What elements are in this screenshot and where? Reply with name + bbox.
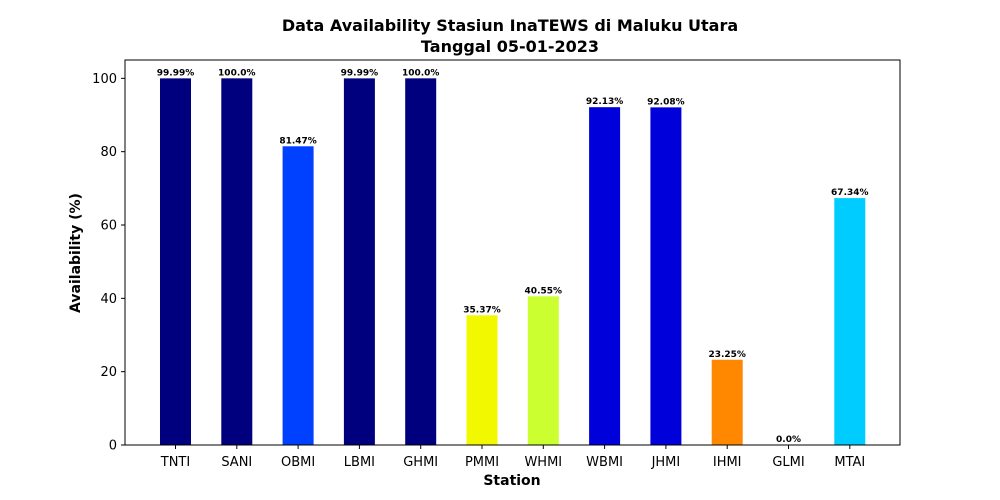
value-label-ihmi: 23.25%: [708, 350, 746, 360]
value-labels-group: 99.99% 100.0% 81.47% 99.99% 100.0% 35.37% 40.5…: [157, 68, 869, 445]
value-label-wbmi: 92.13%: [586, 97, 624, 107]
chart-title: Data Availability Stasiun InaTEWS di Mal…: [282, 16, 738, 35]
bars-group: [160, 78, 866, 446]
value-label-tnti: 99.99%: [157, 68, 195, 78]
x-tick-label-ihmi: IHMI: [713, 455, 742, 470]
value-label-jhmi: 92.08%: [647, 97, 685, 107]
y-tick-label-0: 0: [109, 439, 117, 454]
value-label-glmi: 0.0%: [776, 435, 801, 445]
x-tick-label-lbmi: LBMI: [344, 455, 375, 470]
bar-ihmi: [711, 359, 743, 445]
value-label-ghmi: 100.0%: [402, 68, 440, 78]
value-label-mtai: 67.34%: [831, 188, 869, 198]
y-tick-label-80: 80: [100, 145, 117, 160]
value-label-sani: 100.0%: [218, 68, 256, 78]
chart-subtitle: Tanggal 05-01-2023: [421, 37, 599, 56]
x-tick-label-ghmi: GHMI: [403, 455, 438, 470]
bar-whmi: [527, 296, 559, 445]
bar-jhmi: [650, 107, 682, 446]
y-tick-label-40: 40: [100, 292, 117, 307]
value-label-obmi: 81.47%: [279, 136, 317, 146]
axes-group: TNTI SANI OBMI LBMI GHMI PMMI WHMI WBMI JHMI IHMI…: [92, 59, 901, 470]
x-tick-label-obmi: OBMI: [281, 455, 315, 470]
value-label-lbmi: 99.99%: [341, 68, 379, 78]
y-tick-label-20: 20: [100, 365, 117, 380]
x-tick-label-wbmi: WBMI: [586, 455, 623, 470]
x-tick-label-sani: SANI: [221, 455, 252, 470]
bar-pmmi: [466, 315, 498, 445]
plot-frame: [124, 59, 901, 446]
y-tick-label-100: 100: [92, 72, 117, 87]
x-tick-label-pmmi: PMMI: [465, 455, 499, 470]
x-tick-label-tnti: TNTI: [160, 455, 190, 470]
bar-obmi: [282, 146, 314, 445]
value-label-pmmi: 35.37%: [463, 305, 501, 315]
x-axis-label: Station: [483, 473, 540, 489]
x-tick-label-glmi: GLMI: [772, 455, 804, 470]
bar-mtai: [834, 198, 866, 445]
bar-ghmi: [405, 78, 437, 445]
bar-lbmi: [343, 78, 375, 446]
bar-tnti: [160, 78, 191, 446]
x-tick-label-whmi: WHMI: [524, 455, 562, 470]
value-label-whmi: 40.55%: [525, 286, 563, 296]
y-axis-label: Availability (%): [68, 193, 84, 313]
y-tick-label-60: 60: [100, 219, 117, 234]
x-tick-label-mtai: MTAI: [834, 455, 865, 470]
x-tick-label-jhmi: JHMI: [651, 455, 681, 470]
bar-sani: [221, 78, 253, 445]
bar-wbmi: [589, 107, 621, 445]
